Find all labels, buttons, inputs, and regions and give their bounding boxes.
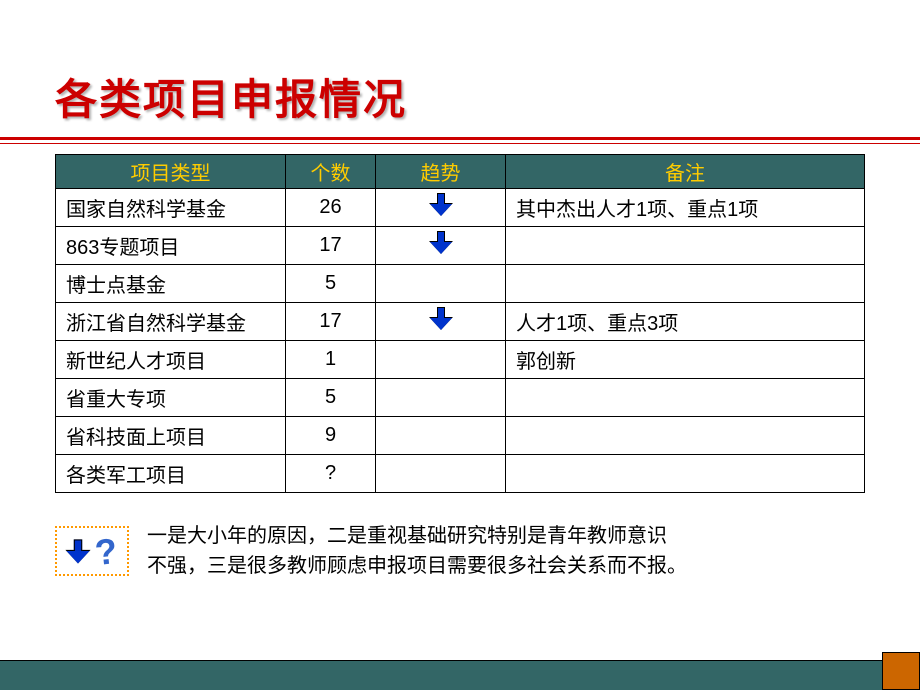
cell-note [506, 417, 865, 455]
cell-type: 省重大专项 [56, 379, 286, 417]
down-arrow-icon [430, 231, 452, 255]
table-row: 各类军工项目 ? [56, 455, 865, 493]
table-row: 国家自然科学基金 26 其中杰出人才1项、重点1项 [56, 189, 865, 227]
cell-trend [376, 227, 506, 265]
cell-count: 17 [286, 227, 376, 265]
cell-count: 9 [286, 417, 376, 455]
footer-row: ? 一是大小年的原因，二是重视基础研究特别是青年教师意识 不强，三是很多教师顾虑… [55, 521, 865, 581]
question-mark-icon: ? [93, 533, 119, 571]
table-row: 省重大专项 5 [56, 379, 865, 417]
table-row: 新世纪人才项目 1 郭创新 [56, 341, 865, 379]
title-underline [0, 137, 920, 144]
table-header-row: 项目类型 个数 趋势 备注 [56, 155, 865, 189]
cell-note [506, 227, 865, 265]
cell-note: 人才1项、重点3项 [506, 303, 865, 341]
projects-table: 项目类型 个数 趋势 备注 国家自然科学基金 26 其中杰出人才1项、重点1项 … [55, 154, 865, 493]
cell-trend [376, 265, 506, 303]
footer-line-1: 一是大小年的原因，二是重视基础研究特别是青年教师意识 [147, 521, 687, 551]
footer-line-2: 不强，三是很多教师顾虑申报项目需要很多社会关系而不报。 [147, 551, 687, 581]
cell-note: 其中杰出人才1项、重点1项 [506, 189, 865, 227]
col-header-count: 个数 [286, 155, 376, 189]
down-arrow-icon [430, 307, 452, 331]
table-row: 863专题项目 17 [56, 227, 865, 265]
cell-trend [376, 341, 506, 379]
cell-note: 郭创新 [506, 341, 865, 379]
down-arrow-icon [66, 540, 89, 565]
cell-type: 各类军工项目 [56, 455, 286, 493]
footer-legend-box: ? [55, 526, 129, 576]
cell-type: 博士点基金 [56, 265, 286, 303]
cell-count: 17 [286, 303, 376, 341]
cell-count: 5 [286, 265, 376, 303]
cell-trend [376, 189, 506, 227]
bottom-stripe [0, 660, 920, 690]
cell-note [506, 265, 865, 303]
cell-count: 5 [286, 379, 376, 417]
cell-type: 浙江省自然科学基金 [56, 303, 286, 341]
cell-count: 26 [286, 189, 376, 227]
title-area: 各类项目申报情况 [0, 0, 920, 144]
projects-table-wrap: 项目类型 个数 趋势 备注 国家自然科学基金 26 其中杰出人才1项、重点1项 … [55, 154, 865, 493]
col-header-note: 备注 [506, 155, 865, 189]
cell-type: 国家自然科学基金 [56, 189, 286, 227]
cell-note [506, 379, 865, 417]
table-row: 浙江省自然科学基金 17 人才1项、重点3项 [56, 303, 865, 341]
cell-trend [376, 379, 506, 417]
corner-square [882, 652, 920, 690]
cell-note [506, 455, 865, 493]
table-row: 省科技面上项目 9 [56, 417, 865, 455]
col-header-trend: 趋势 [376, 155, 506, 189]
cell-trend [376, 417, 506, 455]
slide-title: 各类项目申报情况 [55, 75, 920, 125]
cell-type: 新世纪人才项目 [56, 341, 286, 379]
cell-type: 省科技面上项目 [56, 417, 286, 455]
cell-count: ? [286, 455, 376, 493]
slide: 各类项目申报情况 项目类型 个数 趋势 备注 国家自然科学基金 2 [0, 0, 920, 690]
cell-type: 863专题项目 [56, 227, 286, 265]
down-arrow-icon [430, 193, 452, 217]
cell-count: 1 [286, 341, 376, 379]
cell-trend [376, 455, 506, 493]
table-row: 博士点基金 5 [56, 265, 865, 303]
cell-trend [376, 303, 506, 341]
footer-explanation: 一是大小年的原因，二是重视基础研究特别是青年教师意识 不强，三是很多教师顾虑申报… [147, 521, 687, 581]
col-header-type: 项目类型 [56, 155, 286, 189]
